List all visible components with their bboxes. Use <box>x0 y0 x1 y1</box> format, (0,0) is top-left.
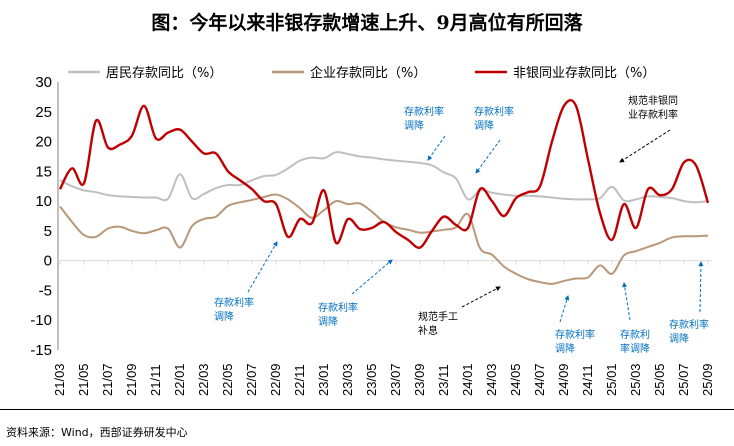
y-tick-label: 0 <box>44 253 52 270</box>
x-tick-label: 21/09 <box>124 363 139 396</box>
y-tick-label: 25 <box>35 104 52 121</box>
legend-label: 企业存款同比（%） <box>310 65 426 81</box>
x-tick-label: 22/03 <box>196 363 211 396</box>
annotation-text: 调降 <box>214 310 234 323</box>
x-tick-label: 23/05 <box>364 363 379 396</box>
annotation-text: 存款利率 <box>318 301 358 314</box>
annotation-text: 调降 <box>474 119 494 132</box>
y-tick-label: 5 <box>44 223 52 240</box>
y-tick-label: -15 <box>30 342 52 359</box>
x-tick-label: 21/05 <box>76 363 91 396</box>
x-tick-label: 22/01 <box>172 363 187 396</box>
x-tick-label: 22/11 <box>292 364 307 396</box>
x-tick-label: 24/03 <box>484 363 499 396</box>
source-note: 资料来源：Wind，西部证券研发中心 <box>6 426 188 439</box>
x-tick-label: 25/03 <box>628 363 643 396</box>
x-tick-label: 25/05 <box>652 363 667 396</box>
annotation-text: 调降 <box>318 315 338 328</box>
x-tick-label: 22/05 <box>220 363 235 396</box>
annotation-text: 存款利 <box>620 328 650 341</box>
annotation-arrow <box>698 261 704 313</box>
annotation-text: 调降 <box>404 119 424 132</box>
annotation-text: 存款利率 <box>214 296 254 309</box>
x-tick-label: 23/07 <box>388 363 403 396</box>
annotation-arrow <box>622 282 631 321</box>
x-tick-label: 21/11 <box>148 364 163 396</box>
annotation-text: 规范手工 <box>418 310 458 323</box>
legend-label: 居民存款同比（%） <box>106 66 222 81</box>
annotation-arrow <box>619 129 671 163</box>
x-tick-label: 23/03 <box>340 363 355 396</box>
annotation-text: 调降 <box>669 332 689 345</box>
y-tick-label: -5 <box>39 282 52 299</box>
y-tick-label: 15 <box>35 163 52 180</box>
chart-title: 图：今年以来非银存款增速上升、9月高位有所回落 <box>151 12 583 34</box>
annotation-arrow <box>475 139 501 174</box>
annotation-text: 业存款利率 <box>628 108 678 121</box>
annotation-arrow <box>461 286 501 308</box>
annotation-text: 率调降 <box>620 342 650 355</box>
x-tick-label: 21/07 <box>100 363 115 396</box>
annotation-arrow <box>427 135 446 161</box>
divider <box>0 409 734 410</box>
x-tick-label: 22/09 <box>268 363 283 396</box>
annotation-text: 补息 <box>418 324 438 337</box>
annotation-arrow <box>247 241 278 293</box>
annotation-arrow <box>559 295 570 323</box>
x-tick-label: 25/01 <box>604 363 619 396</box>
annotation-text: 存款利率 <box>404 105 444 118</box>
y-tick-label: -10 <box>30 312 52 329</box>
annotation-text: 存款利率 <box>555 328 595 341</box>
legend-label: 非银同业存款同比（%） <box>513 66 655 81</box>
x-tick-label: 22/07 <box>244 363 259 396</box>
x-tick-label: 24/07 <box>532 363 547 396</box>
annotation-text: 调降 <box>555 342 575 355</box>
y-tick-label: 20 <box>35 134 52 151</box>
y-tick-label: 10 <box>35 193 52 210</box>
annotation-text: 规范非银同 <box>628 94 678 107</box>
y-tick-label: 30 <box>35 74 52 91</box>
x-tick-label: 25/09 <box>700 363 715 396</box>
annotation-arrow <box>351 259 393 295</box>
x-tick-label: 23/01 <box>316 363 331 396</box>
x-tick-label: 24/01 <box>460 363 475 396</box>
series-line-3 <box>58 99 710 249</box>
x-tick-label: 25/07 <box>676 363 691 396</box>
annotation-text: 存款利率 <box>474 105 514 118</box>
x-tick-label: 23/11 <box>436 364 451 396</box>
x-tick-label: 23/09 <box>412 363 427 396</box>
x-tick-label: 24/11 <box>580 364 595 396</box>
x-tick-label: 24/09 <box>556 363 571 396</box>
x-tick-label: 21/03 <box>52 363 67 396</box>
x-tick-label: 24/05 <box>508 363 523 396</box>
series-line-1 <box>59 151 709 204</box>
annotation-text: 存款利率 <box>669 318 709 331</box>
